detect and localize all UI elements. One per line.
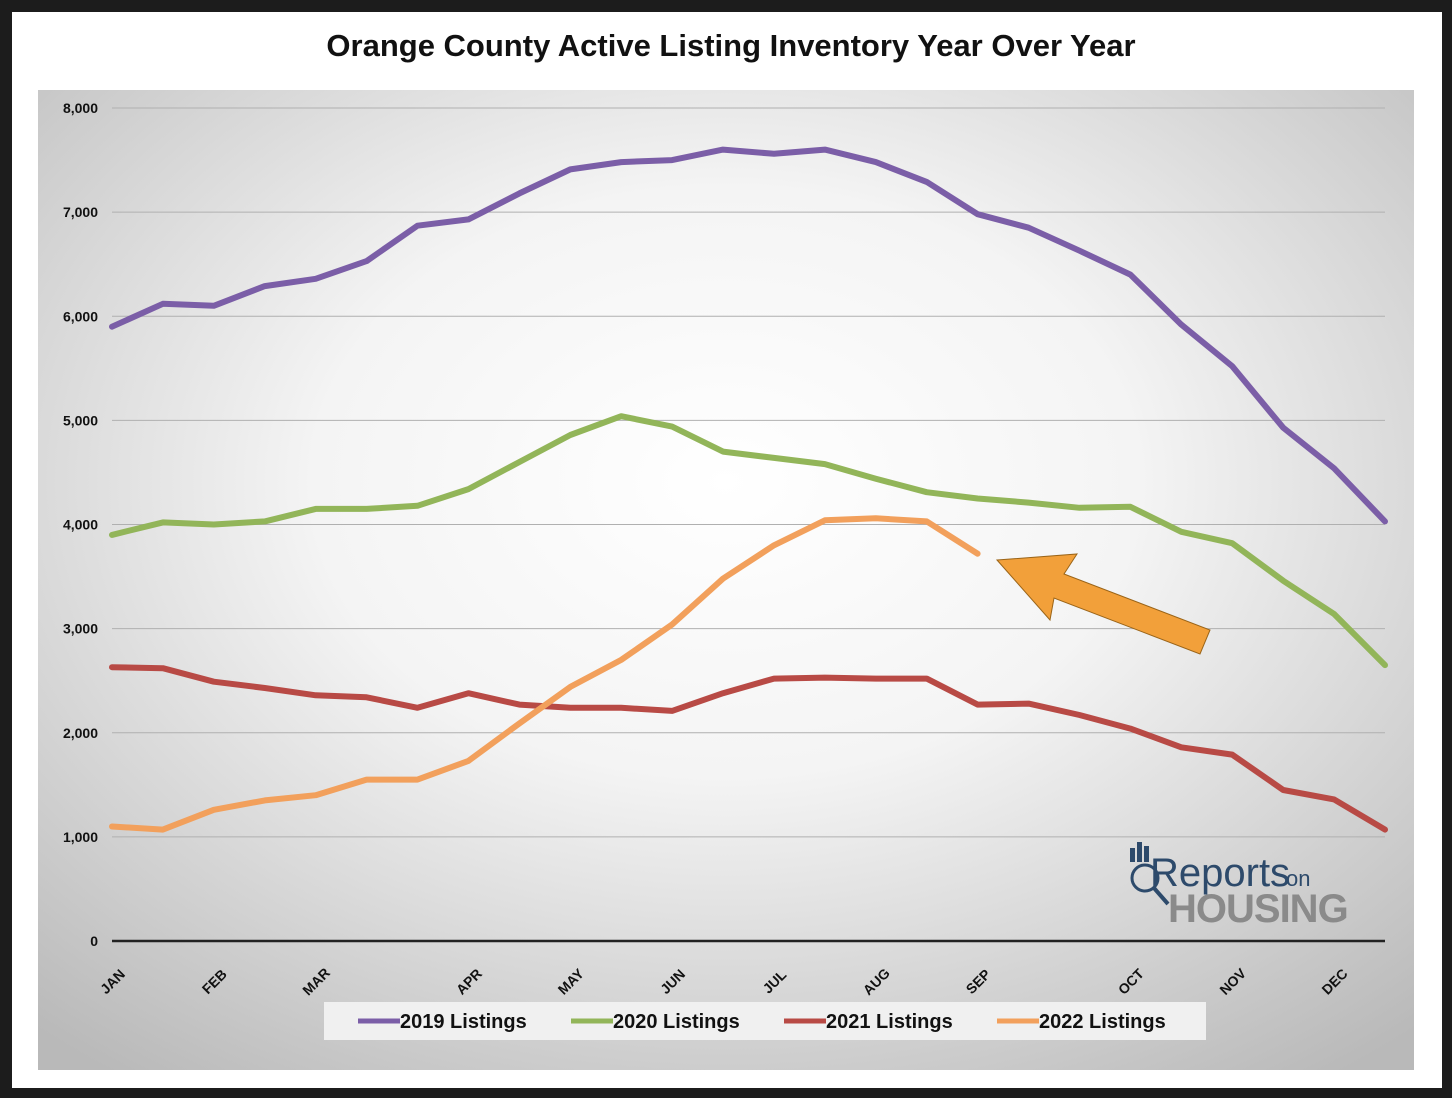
logo-on-text: on — [1286, 866, 1310, 891]
y-tick-label: 3,000 — [63, 621, 98, 637]
y-tick-label: 1,000 — [63, 829, 98, 845]
legend-box — [324, 1002, 1206, 1040]
logo-housing-text: HOUSING — [1168, 887, 1348, 931]
y-tick-label: 0 — [90, 933, 98, 949]
reports-on-housing-logo: Reports on HOUSING — [1130, 842, 1349, 931]
chart-svg: Orange County Active Listing Inventory Y… — [38, 28, 1414, 1070]
y-tick-label: 5,000 — [63, 412, 98, 428]
y-tick-label: 4,000 — [63, 517, 98, 533]
chart-title: Orange County Active Listing Inventory Y… — [326, 28, 1135, 63]
y-tick-label: 8,000 — [63, 100, 98, 116]
chart-frame: Orange County Active Listing Inventory Y… — [12, 12, 1442, 1088]
legend: 2019 Listings 2020 Listings 2021 Listings 2… — [324, 1002, 1206, 1040]
logo-reports-text: Reports — [1150, 851, 1290, 895]
y-tick-label: 6,000 — [63, 308, 98, 324]
annotation-arrow — [995, 553, 1211, 655]
y-tick-label: 7,000 — [63, 204, 98, 220]
legend-label: 2019 Listings — [400, 1011, 527, 1033]
series-line-2019 — [109, 146, 1388, 525]
legend-label: 2020 Listings — [613, 1011, 740, 1033]
legend-label: 2022 Listings — [1039, 1011, 1166, 1033]
series-line-2022 — [109, 515, 981, 833]
y-axis-ticks: 0 1,000 2,000 3,000 4,000 5,000 6,000 7,000 8,00… — [63, 100, 98, 949]
y-tick-label: 2,000 — [63, 725, 98, 741]
series-line-2021 — [109, 664, 1388, 833]
series-lines — [109, 146, 1388, 833]
legend-label: 2021 Listings — [826, 1011, 953, 1033]
series-line-2020 — [109, 413, 1388, 669]
